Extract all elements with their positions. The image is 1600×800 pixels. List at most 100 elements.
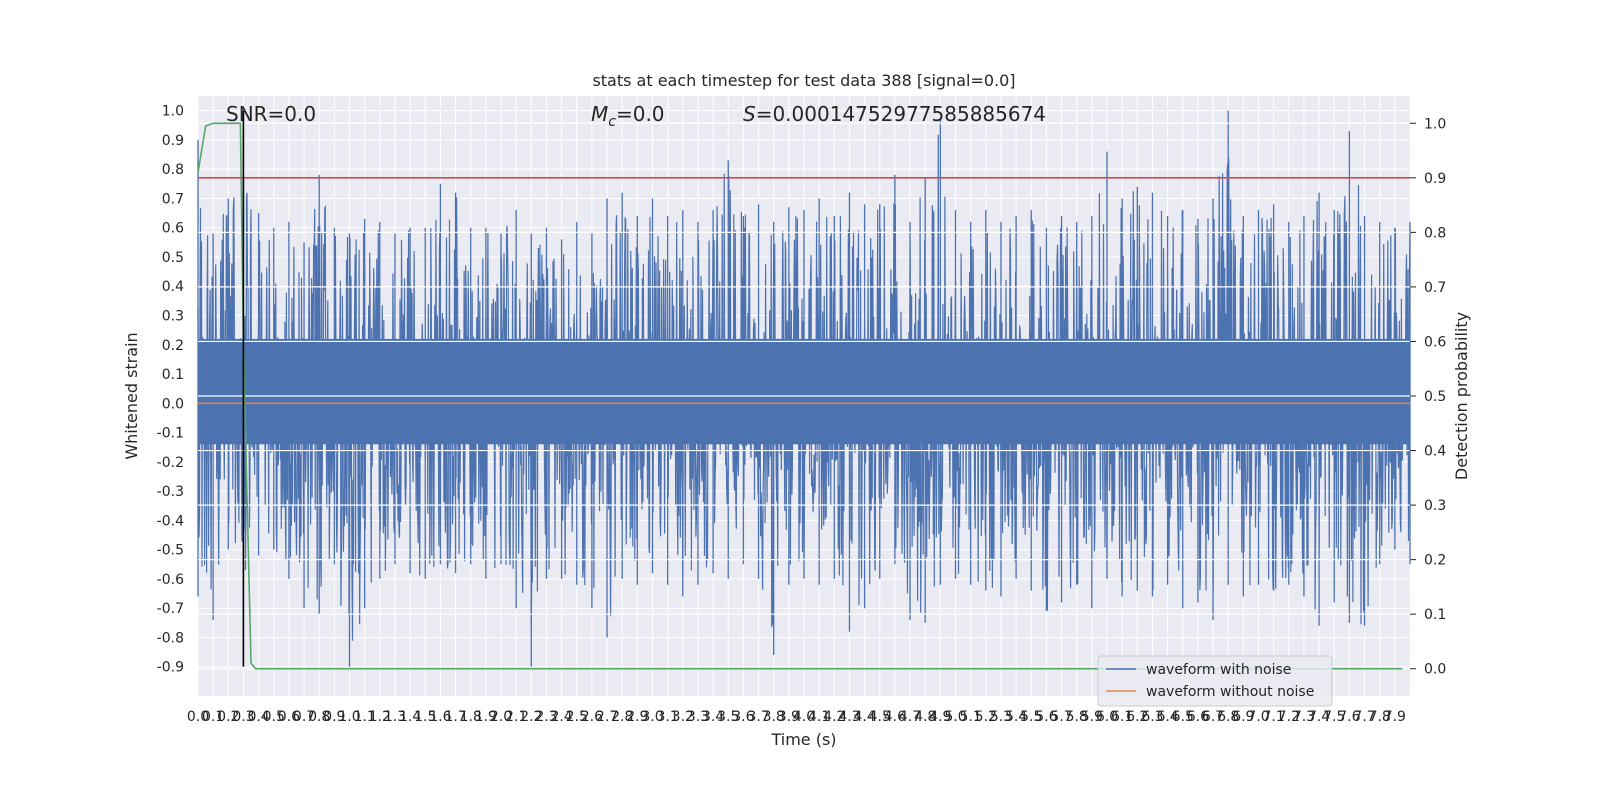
x-tick-label: 0.9 xyxy=(323,709,345,725)
x-tick-label: 7.2 xyxy=(1278,709,1300,725)
x-tick-labels: 0.00.10.20.30.40.50.60.70.80.91.01.11.21… xyxy=(187,709,1406,725)
y-tick-label: -0.1 xyxy=(157,426,184,442)
x-tick-label: 0.2 xyxy=(217,709,239,725)
legend-label-noise: waveform with noise xyxy=(1146,662,1291,678)
x-tick-label: 1.6 xyxy=(429,709,451,725)
y-tick-label: 0.1 xyxy=(162,367,184,383)
statistic-annotation: S=0.00014752977585885674 xyxy=(743,102,1046,126)
x-tick-label: 1.7 xyxy=(444,709,466,725)
y-tick-label: -0.2 xyxy=(157,455,184,471)
y-tick-label: 0.4 xyxy=(162,279,184,295)
x-tick-label: 0.6 xyxy=(278,709,300,725)
y-axis-label: Whitened strain xyxy=(122,332,141,459)
x-tick-label: 7.9 xyxy=(1384,709,1406,725)
x-tick-label: 4.2 xyxy=(823,709,845,725)
y-tick-label: -0.9 xyxy=(157,660,184,676)
x-tick-label: 3.8 xyxy=(763,709,785,725)
x-tick-label: 0.8 xyxy=(308,709,330,725)
x-tick-label: 6.9 xyxy=(1232,709,1254,725)
x-tick-label: 2.5 xyxy=(566,709,588,725)
y-tick-label: -0.8 xyxy=(157,630,184,646)
x-tick-label: 7.0 xyxy=(1247,709,1269,725)
x-tick-label: 2.8 xyxy=(611,709,633,725)
x-tick-label: 6.5 xyxy=(1172,709,1194,725)
y2-tick-label: 0.2 xyxy=(1424,553,1446,569)
y-tick-label: -0.4 xyxy=(157,513,184,529)
x-tick-label: 6.1 xyxy=(1111,709,1133,725)
snr-annotation: SNR=0.0 xyxy=(226,102,316,126)
y-tick-label: 0.3 xyxy=(162,309,184,325)
x-tick-label: 5.9 xyxy=(1081,709,1103,725)
x-tick-label: 5.5 xyxy=(1020,709,1042,725)
x-tick-label: 5.6 xyxy=(1035,709,1057,725)
y-tick-label: -0.7 xyxy=(157,601,184,617)
x-tick-label: 3.5 xyxy=(717,709,739,725)
x-tick-label: 6.3 xyxy=(1141,709,1163,725)
y-tick-label: -0.6 xyxy=(157,572,184,588)
y2-tick-label: 0.7 xyxy=(1424,280,1446,296)
x-tick-label: 4.3 xyxy=(838,709,860,725)
x-tick-label: 0.5 xyxy=(263,709,285,725)
x-tick-label: 6.0 xyxy=(1096,709,1118,725)
x-tick-label: 5.3 xyxy=(990,709,1012,725)
x-tick-label: 5.2 xyxy=(975,709,997,725)
x-tick-label: 3.1 xyxy=(657,709,679,725)
x-tick-label: 7.5 xyxy=(1323,709,1345,725)
x-tick-label: 5.7 xyxy=(1050,709,1072,725)
chirp-mass-annotation: Mc=0.0 xyxy=(591,102,665,130)
y2-tick-label: 0.4 xyxy=(1424,444,1446,460)
waveform-with-noise-line xyxy=(197,134,1411,641)
x-tick-label: 4.9 xyxy=(929,709,951,725)
x-tick-label: 1.8 xyxy=(460,709,482,725)
y2-axis-label: Detection probability xyxy=(1452,312,1471,480)
right-y-tick-labels: 1.0 0.9 0.8 0.7 0.6 0.5 0.4 0.3 0.2 0.1 0.0 xyxy=(1410,116,1446,678)
x-tick-label: 4.7 xyxy=(899,709,921,725)
legend-label-clean: waveform without noise xyxy=(1146,684,1314,700)
noise-dense-band xyxy=(198,338,1410,445)
x-tick-label: 6.6 xyxy=(1187,709,1209,725)
x-tick-label: 1.9 xyxy=(475,709,497,725)
x-tick-label: 7.1 xyxy=(1263,709,1285,725)
legend: waveform with noise waveform without noi… xyxy=(1097,655,1333,707)
y-tick-label: -0.3 xyxy=(157,484,184,500)
y-tick-label: 0.9 xyxy=(162,133,184,149)
x-tick-label: 0.0 xyxy=(187,709,209,725)
y2-tick-label: 0.9 xyxy=(1424,171,1446,187)
y-tick-label: 0.0 xyxy=(162,396,184,412)
x-tick-label: 7.3 xyxy=(1293,709,1315,725)
x-tick-label: 4.6 xyxy=(884,709,906,725)
x-tick-label: 2.9 xyxy=(626,709,648,725)
x-tick-label: 6.7 xyxy=(1202,709,1224,725)
statistic-symbol: S xyxy=(743,102,756,126)
x-tick-label: 7.7 xyxy=(1353,709,1375,725)
x-tick-label: 3.2 xyxy=(672,709,694,725)
x-tick-label: 3.9 xyxy=(778,709,800,725)
x-tick-label: 6.4 xyxy=(1156,709,1178,725)
x-tick-label: 1.3 xyxy=(384,709,406,725)
x-tick-label: 2.6 xyxy=(581,709,603,725)
y2-tick-label: 0.6 xyxy=(1424,334,1446,350)
x-tick-label: 3.0 xyxy=(641,709,663,725)
x-tick-label: 0.1 xyxy=(202,709,224,725)
y-tick-label: 0.5 xyxy=(162,250,184,266)
chirp-mass-symbol: M xyxy=(591,102,608,126)
x-tick-label: 1.2 xyxy=(369,709,391,725)
x-tick-label: 2.0 xyxy=(490,709,512,725)
x-tick-label: 5.1 xyxy=(960,709,982,725)
x-tick-label: 3.3 xyxy=(687,709,709,725)
x-tick-label: 4.1 xyxy=(808,709,830,725)
x-tick-label: 5.8 xyxy=(1066,709,1088,725)
x-tick-label: 2.4 xyxy=(550,709,572,725)
x-tick-label: 2.7 xyxy=(596,709,618,725)
y-tick-label: 0.7 xyxy=(162,191,184,207)
noise-series xyxy=(197,110,1411,667)
legend-box xyxy=(1097,655,1333,707)
x-tick-label: 2.1 xyxy=(505,709,527,725)
x-tick-label: 6.8 xyxy=(1217,709,1239,725)
x-tick-label: 4.0 xyxy=(793,709,815,725)
detection-probability-line xyxy=(197,122,1403,670)
chart-title: stats at each timestep for test data 388… xyxy=(592,71,1015,90)
x-tick-label: 7.8 xyxy=(1369,709,1391,725)
y2-tick-label: 0.8 xyxy=(1424,225,1446,241)
